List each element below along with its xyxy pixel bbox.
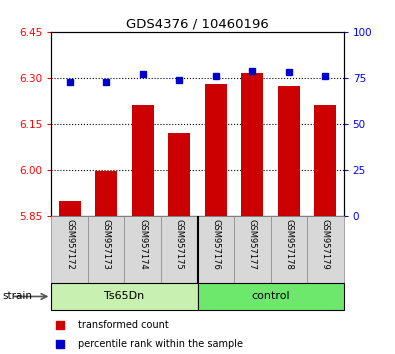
Text: percentile rank within the sample: percentile rank within the sample <box>78 339 243 349</box>
Text: strain: strain <box>2 291 32 302</box>
Text: GSM957175: GSM957175 <box>175 219 184 270</box>
Bar <box>241 73 263 216</box>
Bar <box>314 105 336 216</box>
Bar <box>51 283 198 310</box>
Bar <box>95 171 117 216</box>
Text: GSM957172: GSM957172 <box>65 219 74 270</box>
Text: GSM957174: GSM957174 <box>138 219 147 270</box>
Text: GSM957178: GSM957178 <box>284 219 293 270</box>
Bar <box>198 283 344 310</box>
Bar <box>205 84 227 216</box>
Bar <box>234 216 271 283</box>
Bar <box>132 105 154 216</box>
Bar <box>307 216 344 283</box>
Bar <box>161 216 198 283</box>
Text: GSM957173: GSM957173 <box>102 219 111 270</box>
Title: GDS4376 / 10460196: GDS4376 / 10460196 <box>126 18 269 31</box>
Bar <box>271 216 307 283</box>
Bar <box>278 86 300 216</box>
Bar <box>59 201 81 216</box>
Text: GSM957177: GSM957177 <box>248 219 257 270</box>
Bar <box>51 216 88 283</box>
Text: Ts65Dn: Ts65Dn <box>104 291 145 302</box>
Bar <box>168 133 190 216</box>
Text: transformed count: transformed count <box>78 320 168 331</box>
Bar <box>198 216 234 283</box>
Text: GSM957176: GSM957176 <box>211 219 220 270</box>
Text: control: control <box>251 291 290 302</box>
Bar <box>88 216 124 283</box>
Text: GSM957179: GSM957179 <box>321 219 330 270</box>
Bar <box>124 216 161 283</box>
